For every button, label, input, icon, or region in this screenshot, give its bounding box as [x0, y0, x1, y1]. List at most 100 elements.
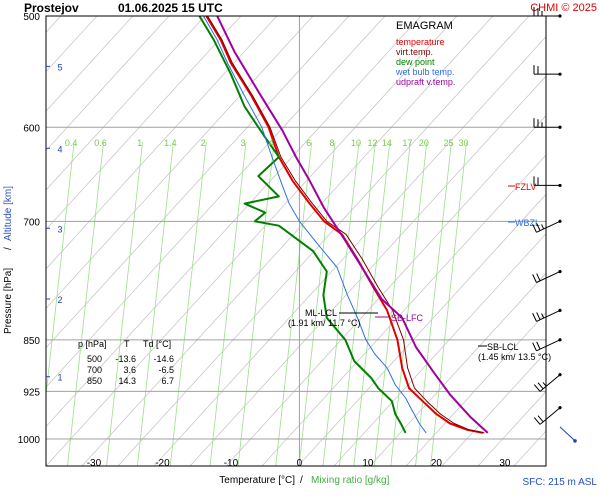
y-tick-label: 500 — [23, 12, 40, 23]
wind-barb — [533, 65, 562, 76]
wind-barb — [533, 406, 562, 425]
table-cell: -14.6 — [153, 354, 174, 364]
altitude-tick-label: 5 — [57, 62, 62, 72]
wind-barb — [533, 373, 562, 392]
x-tick-label: 30 — [499, 458, 511, 469]
mixing-ratio-label: 1.4 — [164, 138, 177, 148]
legend-item-virt-temp: virt.temp. — [396, 47, 433, 57]
adiabat-line — [46, 16, 278, 270]
series-line-dew-point — [198, 16, 407, 434]
mixing-ratio-lines — [46, 141, 467, 466]
adiabat-line — [333, 233, 546, 466]
altitude-tick-label: 3 — [57, 224, 62, 234]
wind-barb-flag — [536, 273, 541, 282]
y-axis-title: Pressure [hPa] — [3, 268, 14, 334]
legend-title: EMAGRAM — [396, 20, 453, 32]
wind-barb-flag — [532, 342, 537, 352]
mixing-ratio-line — [353, 141, 391, 466]
adiabat-line — [297, 193, 546, 466]
mixing-ratio-line — [169, 141, 207, 466]
mixing-ratio-line — [67, 141, 104, 466]
level-annotations: FZLV WBZL SB-LFC ML-LCL (1.91 km/ 11.7 °… — [288, 182, 551, 362]
mixing-ratio-line — [339, 141, 376, 466]
adiabat-line — [369, 272, 546, 466]
y-tick-label: 600 — [23, 123, 40, 134]
wbzl-label: WBZL — [515, 218, 540, 228]
mixing-ratio-line — [106, 141, 143, 466]
adiabat-line — [441, 351, 546, 466]
x-tick-label: 10 — [362, 458, 374, 469]
adiabat-line — [46, 16, 422, 428]
wind-barb — [559, 426, 576, 442]
wind-barb — [532, 219, 562, 233]
altitude-tick-label: 2 — [57, 295, 62, 305]
sb-lfc-label: SB-LFC — [391, 313, 424, 323]
mixing-ratio-line — [209, 141, 247, 466]
wind-barb-flag — [532, 313, 537, 322]
sb-lcl-detail: (1.45 km/ 13.5 °C) — [478, 352, 551, 362]
mixing-ratio-line — [390, 141, 428, 466]
table-cell: -6.5 — [158, 365, 174, 375]
wind-barb — [532, 338, 562, 352]
series-line-udpraft-v-temp — [216, 16, 489, 434]
x-tick-label: -10 — [224, 458, 239, 469]
mixing-ratio-label: 25 — [443, 138, 453, 148]
adiabat-line — [405, 312, 546, 466]
datetime: 01.06.2025 15 UTC — [118, 1, 223, 15]
wind-barb — [533, 118, 562, 129]
mixing-ratio-line — [46, 141, 75, 399]
table-cell: 700 — [87, 365, 102, 375]
mixing-ratio-label: 8 — [330, 138, 335, 148]
credit: CHMI © 2025 — [530, 2, 597, 14]
legend-item-dew-point: dew point — [396, 57, 435, 67]
wind-barb-flag — [532, 274, 537, 283]
mixing-ratio-line — [430, 141, 467, 466]
wind-barb-flag — [536, 223, 541, 231]
wind-barb-flag — [537, 382, 544, 390]
mixing-ratio-label: 3 — [240, 138, 245, 148]
y-tick-label: 1000 — [18, 435, 41, 446]
table-header-p: p [hPa] — [78, 339, 107, 349]
adiabat-line — [46, 16, 242, 231]
sb-lcl-label: SB-LCL — [487, 342, 519, 352]
wind-barb-dot — [558, 338, 562, 342]
y-tick-label: 700 — [23, 217, 40, 228]
mixing-ratio-label: 10 — [351, 138, 361, 148]
wind-barbs — [532, 7, 577, 443]
adiabat-line — [153, 36, 546, 466]
series-line-virt-temp — [207, 16, 485, 434]
wind-barb — [533, 176, 562, 188]
wind-barb-flag — [533, 417, 541, 425]
adiabat-line — [225, 114, 546, 466]
fzlv-label: FZLV — [515, 182, 536, 192]
wind-barb-flag — [532, 223, 537, 233]
y-axis-title-altitude: Altitude [km] — [3, 186, 14, 241]
wind-barb-flag — [536, 341, 541, 350]
legend-item-temperature: temperature — [396, 37, 445, 47]
wind-barb-dot — [558, 183, 562, 188]
mixing-ratio-line — [415, 141, 452, 466]
ml-lcl-label: ML-LCL — [305, 308, 337, 318]
wind-barb-dot — [558, 72, 562, 76]
wind-barb — [532, 269, 562, 283]
table-cell: 500 — [87, 354, 102, 364]
mixing-ratio-label: 30 — [459, 138, 469, 148]
plot-area — [46, 16, 546, 466]
table-header-td: Td [°C] — [143, 339, 171, 349]
altitude-tick-label: 1 — [57, 373, 62, 383]
x-tick-label: 20 — [431, 458, 443, 469]
wind-barb-flag — [537, 415, 544, 423]
adiabat-line — [46, 16, 350, 349]
adiabat-line — [550, 6, 600, 466]
x-tick-label: -30 — [87, 458, 102, 469]
mixing-ratio-label: 2 — [201, 138, 206, 148]
adiabat-line — [586, 6, 600, 466]
mixing-ratio-label: 0.4 — [65, 138, 78, 148]
mixing-ratio-label: 17 — [402, 138, 412, 148]
x-tick-label: -20 — [155, 458, 170, 469]
legend-item-updraft: udpraft v.temp. — [396, 77, 455, 87]
mixing-ratio-line — [275, 141, 313, 466]
wind-barb-dot — [558, 269, 562, 274]
